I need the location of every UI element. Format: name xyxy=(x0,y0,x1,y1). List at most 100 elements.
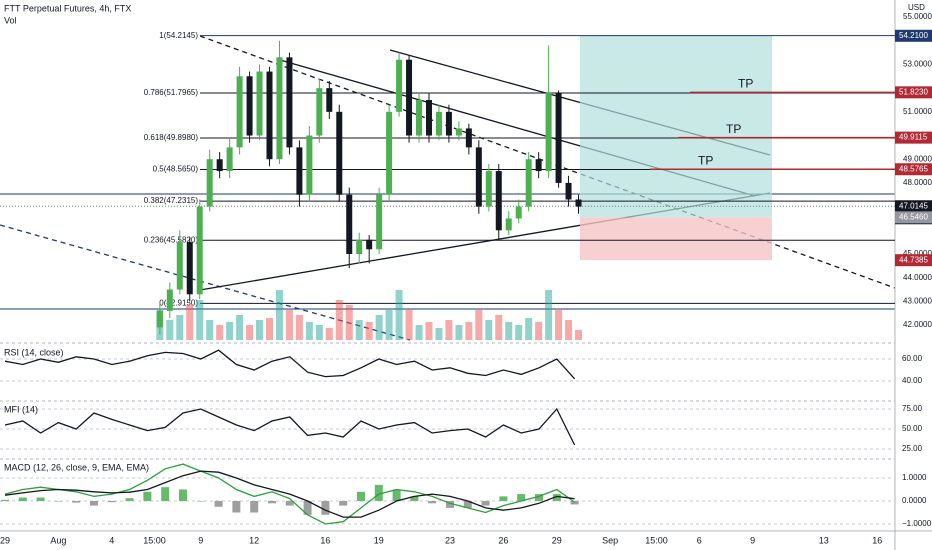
volume-bar xyxy=(265,318,273,340)
volume-bar xyxy=(415,325,423,340)
volume-bar xyxy=(166,320,174,340)
macd-line xyxy=(4,463,575,525)
candle-body xyxy=(346,194,353,254)
candle-body xyxy=(575,199,582,207)
macd-histogram-bar xyxy=(463,500,472,508)
macd-histogram-bar xyxy=(374,484,383,501)
volume-bar xyxy=(575,330,583,340)
macd-histogram-bar xyxy=(534,494,543,501)
candle-body xyxy=(525,159,532,207)
x-tick-label: 6 xyxy=(697,535,702,545)
volume-bar xyxy=(285,310,293,340)
volume-bar xyxy=(355,320,363,340)
volume-title: Vol xyxy=(4,15,17,25)
y-tick-label: 53.0000 xyxy=(903,60,932,69)
macd-histogram-bar xyxy=(143,491,152,501)
macd-histogram-bar xyxy=(267,500,276,504)
candle-body xyxy=(246,76,253,136)
macd-histogram-bar xyxy=(54,500,63,502)
macd-histogram-bar xyxy=(196,500,205,502)
pane-title: MACD (12, 26, close, 9, EMA, EMA) xyxy=(4,462,149,472)
candle-body xyxy=(326,88,333,112)
price-tag-label: 47.0145 xyxy=(899,201,928,210)
chart-title: FTT Perpetual Futures, 4h, FTX xyxy=(4,3,131,13)
price-tag-label: 54.2100 xyxy=(899,31,928,40)
volume-bar xyxy=(275,290,283,340)
candle-body xyxy=(465,128,472,148)
volume-bar xyxy=(545,290,553,340)
volume-bar xyxy=(176,315,184,340)
profit-zone xyxy=(580,35,772,218)
volume-bar xyxy=(485,320,493,340)
candle-body xyxy=(316,88,323,136)
volume-bar xyxy=(555,310,563,340)
candle-body xyxy=(495,171,502,231)
candle-body xyxy=(336,111,343,195)
volume-bar xyxy=(475,310,483,340)
tp-label: TP xyxy=(726,122,741,136)
x-tick-label: 16 xyxy=(872,535,882,545)
candle-body xyxy=(435,111,442,136)
candle-body xyxy=(256,71,263,136)
macd-histogram-bar xyxy=(517,494,526,501)
macd-histogram-bar xyxy=(481,500,490,506)
x-tick-label: Sep xyxy=(602,535,618,545)
volume-bar xyxy=(345,305,353,340)
macd-histogram-bar xyxy=(214,500,223,507)
candle-body xyxy=(535,159,542,172)
volume-bar xyxy=(196,300,204,340)
macd-histogram-bar xyxy=(499,496,508,501)
volume-bar xyxy=(565,320,573,340)
y-tick-label: 55.0000 xyxy=(903,12,932,21)
price-tag-label: 44.7385 xyxy=(899,255,928,264)
price-tag xyxy=(895,211,932,224)
fib-label: 0.5(48.5650) xyxy=(153,165,199,174)
candle-body xyxy=(186,242,193,295)
y-tick-label: 51.0000 xyxy=(903,107,932,116)
y-tick-label: 60.00 xyxy=(902,354,923,363)
macd-histogram-bar xyxy=(72,500,81,503)
y-tick-label: −1.0000 xyxy=(902,519,932,528)
macd-histogram-bar xyxy=(125,498,134,501)
macd-histogram-bar xyxy=(321,500,330,515)
candle-body xyxy=(266,71,273,160)
candle-body xyxy=(545,92,552,172)
volume-bar xyxy=(405,310,413,340)
volume-bar xyxy=(305,322,313,340)
volume-bar xyxy=(375,315,383,340)
y-tick-label: 1.0000 xyxy=(902,473,927,482)
x-tick-label: 15:00 xyxy=(645,535,668,545)
candle-body xyxy=(356,239,363,254)
price-tag-label: 46.5460 xyxy=(899,212,928,221)
macd-histogram-bar xyxy=(250,500,259,513)
macd-histogram-bar xyxy=(356,491,365,501)
candle-body xyxy=(226,147,233,172)
indicator-line xyxy=(4,349,576,380)
candle-body xyxy=(376,194,383,250)
x-tick-label: 19 xyxy=(374,535,384,545)
candle-body xyxy=(475,147,482,207)
x-tick-label: 29 xyxy=(0,535,10,545)
macd-histogram-bar xyxy=(285,500,294,506)
candle-body xyxy=(286,57,293,148)
x-tick-label: Aug xyxy=(50,535,66,545)
volume-bar xyxy=(465,322,473,340)
volume-bar xyxy=(315,325,323,340)
volume-bar xyxy=(226,322,234,340)
macd-histogram-bar xyxy=(107,500,116,503)
candle-body xyxy=(555,92,562,183)
macd-histogram-bar xyxy=(339,500,348,506)
volume-bar xyxy=(395,290,403,340)
volume-bar xyxy=(236,315,244,340)
volume-bar xyxy=(535,322,543,340)
volume-bar xyxy=(256,320,264,340)
y-tick-label: 40.00 xyxy=(902,376,923,385)
volume-bar xyxy=(455,325,463,340)
macd-histogram-bar xyxy=(161,487,170,501)
y-tick-label: 43.0000 xyxy=(903,296,932,305)
x-tick-label: 4 xyxy=(109,535,114,545)
y-tick-label: 45.0000 xyxy=(903,249,932,258)
volume-bar xyxy=(365,322,373,340)
candle-body xyxy=(406,59,413,136)
candle-body xyxy=(176,242,183,290)
